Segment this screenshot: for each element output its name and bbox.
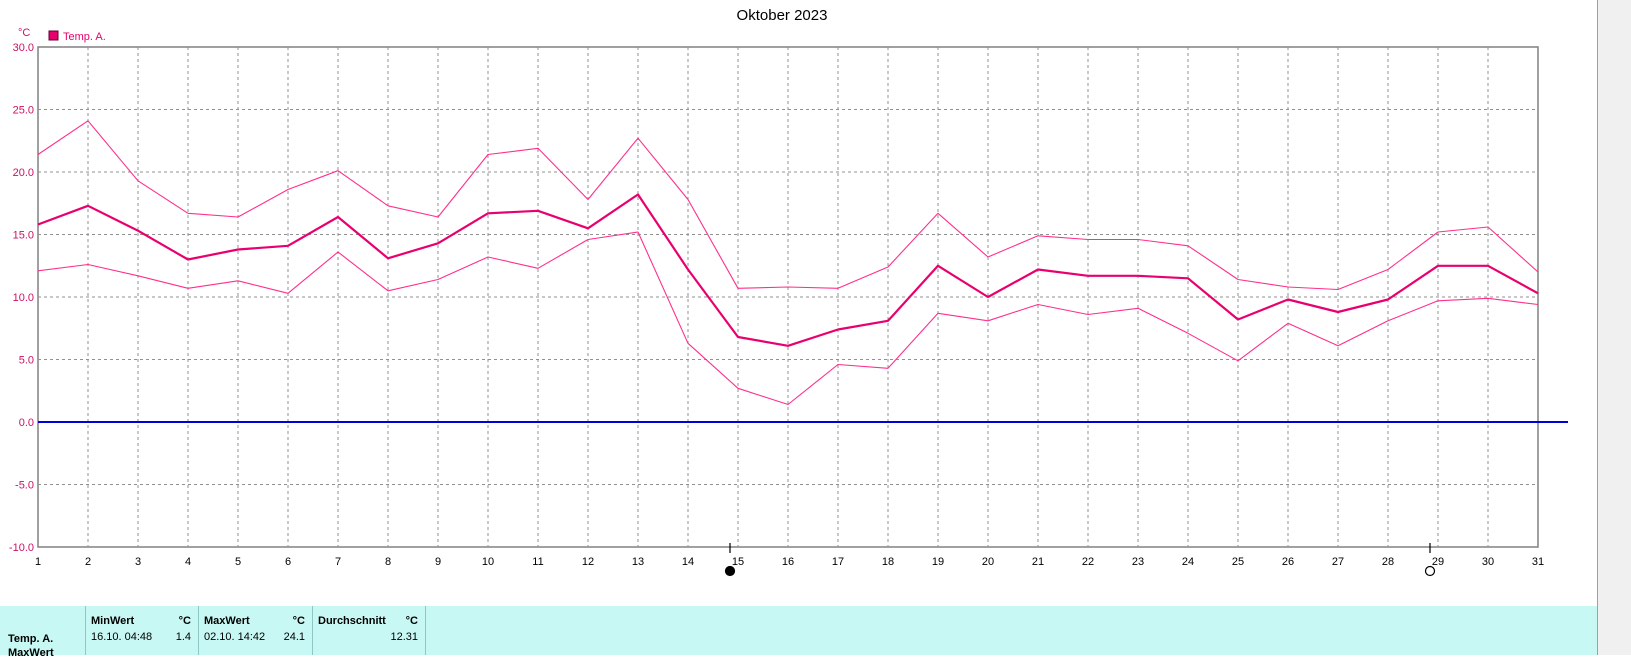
legend-label: Temp. A. — [63, 31, 106, 43]
x-tick-label: 28 — [1382, 556, 1394, 568]
x-tick-label: 29 — [1432, 556, 1444, 568]
x-tick-label: 27 — [1332, 556, 1344, 568]
stats-label-column — [0, 606, 86, 655]
x-tick-label: 23 — [1132, 556, 1144, 568]
side-scroll-strip[interactable] — [1597, 0, 1631, 655]
x-tick-label: 20 — [982, 556, 994, 568]
min-unit: °C — [178, 615, 191, 627]
avg-header: Durchschnitt — [318, 615, 386, 627]
max-value-box: MaxWert °C 02.10. 14:42 24.1 — [199, 606, 313, 655]
chart-title: Oktober 2023 — [737, 7, 828, 24]
min-header: MinWert — [91, 615, 135, 627]
x-tick-label: 26 — [1282, 556, 1294, 568]
x-tick-label: 6 — [285, 556, 291, 568]
y-tick-label: -10.0 — [9, 542, 34, 554]
max-datetime: 02.10. 14:42 — [204, 631, 266, 643]
x-tick-label: 8 — [385, 556, 391, 568]
temperature-chart: Oktober 2023 °C Temp. A. 30.025.020.015.… — [9, 7, 1568, 577]
statistics-panel: Temp. A. MaxWert MinWert °C 16.10. 04:48… — [0, 606, 1597, 659]
series-line-min — [37, 231, 1539, 406]
x-tick-label: 14 — [682, 556, 694, 568]
x-tick-label: 13 — [632, 556, 644, 568]
legend-swatch — [48, 30, 59, 41]
x-tick-label: 22 — [1082, 556, 1094, 568]
min-value: 1.4 — [175, 631, 191, 643]
max-header: MaxWert — [204, 615, 250, 627]
x-tick-label: 16 — [782, 556, 794, 568]
y-tick-label: 0.0 — [19, 417, 34, 429]
x-tick-label: 30 — [1482, 556, 1494, 568]
series-line-max — [37, 120, 1539, 291]
x-tick-label: 15 — [732, 556, 744, 568]
x-tick-label: 11 — [532, 556, 543, 568]
avg-unit: °C — [405, 615, 418, 627]
x-tick-label: 5 — [235, 556, 241, 568]
x-tick-label: 19 — [932, 556, 944, 568]
y-tick-label: 30.0 — [13, 42, 34, 54]
max-value: 24.1 — [283, 631, 305, 643]
y-tick-label: 25.0 — [13, 105, 34, 117]
min-datetime: 16.10. 04:48 — [91, 631, 153, 643]
x-tick-label: 31 — [1532, 556, 1544, 568]
y-tick-label: -5.0 — [15, 480, 34, 492]
x-tick-label: 10 — [482, 556, 494, 568]
y-tick-label: 5.0 — [19, 355, 34, 367]
x-tick-label: 9 — [435, 556, 441, 568]
x-tick-label: 21 — [1032, 556, 1044, 568]
avg-value-box: Durchschnitt °C 12.31 — [313, 606, 426, 655]
avg-value: 12.31 — [390, 631, 418, 643]
stats-row-label: Temp. A. — [8, 633, 54, 645]
full-moon-marker — [1424, 565, 1436, 577]
x-tick-label: 2 — [85, 556, 91, 568]
y-tick-label: 20.0 — [13, 167, 34, 179]
min-value-box: MinWert °C 16.10. 04:48 1.4 — [86, 606, 199, 655]
y-tick-label: 10.0 — [13, 292, 34, 304]
max-unit: °C — [292, 615, 305, 627]
y-unit-label: °C — [18, 27, 30, 39]
x-tick-label: 18 — [882, 556, 894, 568]
x-tick-label: 12 — [582, 556, 594, 568]
x-tick-label: 3 — [135, 556, 141, 568]
x-tick-label: 7 — [335, 556, 341, 568]
y-tick-label: 15.0 — [13, 230, 34, 242]
x-tick-label: 25 — [1232, 556, 1244, 568]
x-tick-label: 17 — [832, 556, 844, 568]
x-tick-label: 24 — [1182, 556, 1194, 568]
x-tick-label: 4 — [185, 556, 191, 568]
new-moon-marker — [724, 565, 736, 577]
series-line-avg — [37, 193, 1539, 347]
x-tick-label: 1 — [35, 556, 41, 568]
